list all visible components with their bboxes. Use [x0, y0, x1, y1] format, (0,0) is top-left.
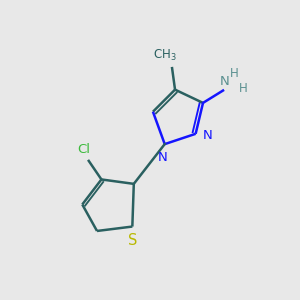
Text: CH$_3$: CH$_3$: [153, 48, 177, 63]
Text: N: N: [203, 129, 213, 142]
Text: N: N: [220, 75, 230, 88]
Text: H: H: [230, 67, 238, 80]
Text: Cl: Cl: [77, 143, 90, 156]
Text: N: N: [158, 151, 167, 164]
Text: H: H: [239, 82, 248, 95]
Text: S: S: [128, 233, 138, 248]
